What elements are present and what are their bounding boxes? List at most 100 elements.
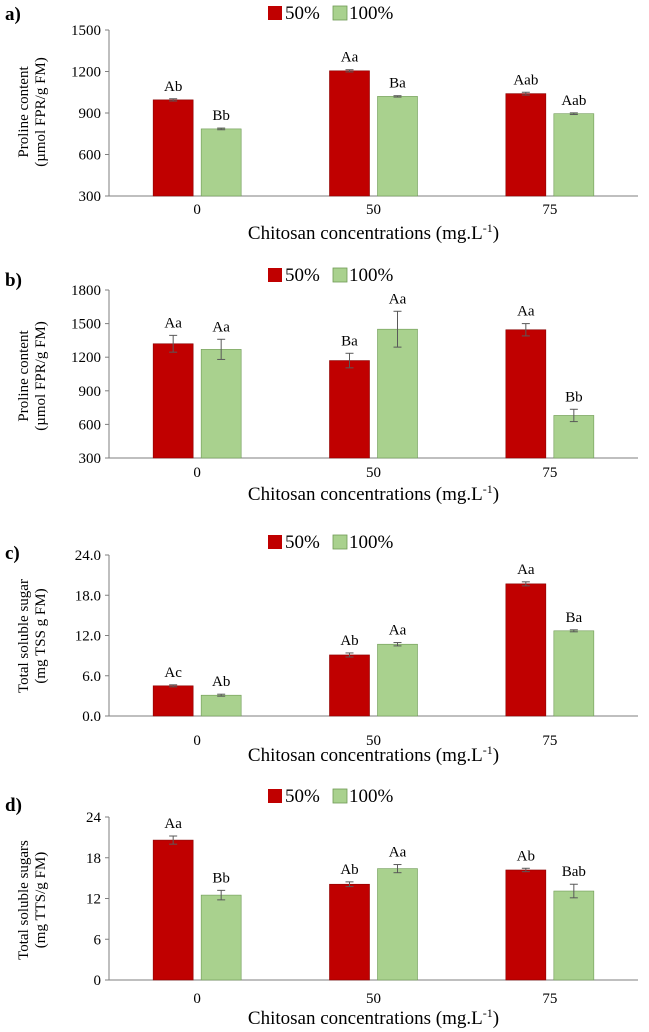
x-axis-title: Chitosan concentrations (mg.L-1): [248, 221, 499, 244]
panel-label: c): [5, 543, 20, 564]
x-tick-label: 75: [542, 202, 557, 218]
y-tick-label: 18.0: [75, 588, 101, 604]
bar-100-75: [553, 113, 595, 197]
legend: 50% 100%: [268, 532, 394, 553]
y-tick-label: 24.0: [75, 548, 101, 564]
legend-swatch-100: [332, 5, 348, 21]
data-label: Ab: [340, 633, 358, 649]
y-axis-title-line1: Proline content: [16, 330, 32, 422]
data-label: Aa: [389, 845, 407, 861]
x-axis-title-end: ): [493, 484, 499, 505]
data-label: Ab: [212, 674, 230, 690]
bar-50-0: [152, 99, 194, 197]
data-label: Bb: [565, 389, 583, 405]
bar-100-0: [200, 349, 242, 459]
legend-swatch-100: [332, 788, 348, 804]
y-tick-label: 1500: [71, 317, 101, 333]
x-axis-title-main: Chitosan concentrations (mg.L: [248, 745, 483, 766]
bar-50-50: [329, 360, 370, 459]
bar-50-75: [505, 583, 547, 717]
y-tick-label: 900: [79, 384, 102, 400]
x-axis-title-main: Chitosan concentrations (mg.L: [248, 223, 483, 244]
x-tick-label: 75: [542, 465, 557, 481]
bar-100-50: [377, 868, 418, 981]
y-axis-title-line1: Total soluble sugars: [16, 840, 32, 960]
y-tick-label: 24: [86, 810, 102, 826]
y-tick-label: 6.0: [82, 669, 101, 685]
y-axis-title: Total soluble sugars(mg TTS/g FM): [16, 840, 49, 960]
x-axis-title-end: ): [493, 1008, 499, 1029]
x-tick-label: 50: [366, 991, 381, 1007]
legend-swatch-100: [332, 534, 348, 550]
bar-100-50: [377, 96, 418, 197]
bar-100-0: [200, 128, 242, 197]
legend-swatch-50: [268, 6, 282, 20]
bar-100-0: [200, 894, 242, 981]
y-axis-title-line1: Proline content: [16, 66, 32, 158]
x-axis-title-sup: -1: [483, 743, 493, 757]
x-axis-title-end: ): [493, 745, 499, 766]
x-axis-title: Chitosan concentrations (mg.L-1): [248, 1006, 499, 1029]
legend: 50% 100%: [268, 786, 394, 807]
bar-100-75: [553, 890, 595, 981]
bar-100-0: [200, 694, 242, 717]
y-tick-label: 12: [86, 892, 101, 908]
y-axis-title-line2: (µmol FPR/g FM): [33, 321, 49, 431]
y-tick-label: 600: [79, 148, 102, 164]
data-label: Ba: [565, 610, 582, 626]
y-tick-label: 300: [79, 451, 102, 467]
bar-100-50: [377, 328, 418, 459]
x-axis-title-main: Chitosan concentrations (mg.L: [248, 484, 483, 505]
legend-label-100: 100%: [349, 532, 394, 553]
legend-label-50: 50%: [285, 3, 320, 24]
data-label: Aa: [164, 315, 182, 331]
y-axis-title: Proline content(µmol FPR/g FM): [16, 321, 49, 431]
legend-swatch-50: [268, 268, 282, 282]
data-label: Ba: [341, 333, 358, 349]
x-axis-title-sup: -1: [483, 482, 493, 496]
data-label: Ba: [389, 76, 406, 92]
y-tick-label: 1200: [71, 65, 101, 81]
data-label: Aa: [517, 562, 535, 578]
data-label: Aab: [561, 93, 586, 109]
y-axis-title: Total soluble sugar(mg TSS g FM): [16, 579, 49, 693]
x-tick-label: 0: [193, 202, 201, 218]
y-tick-label: 18: [86, 851, 101, 867]
y-axis-title-line2: (mg TTS/g FM): [33, 852, 49, 948]
x-axis-title: Chitosan concentrations (mg.L-1): [248, 743, 499, 766]
legend: 50% 100%: [268, 3, 394, 24]
y-tick-label: 0.0: [82, 709, 101, 725]
bar-50-0: [152, 839, 194, 981]
x-axis-title: Chitosan concentrations (mg.L-1): [248, 482, 499, 505]
x-axis-title-sup: -1: [483, 221, 493, 235]
bar-50-50: [329, 883, 370, 981]
x-tick-label: 0: [193, 991, 201, 1007]
y-tick-label: 0: [94, 973, 102, 989]
legend-label-100: 100%: [349, 786, 394, 807]
data-label: Aa: [389, 291, 407, 307]
data-label: Ab: [340, 862, 358, 878]
data-label: Aa: [517, 304, 535, 320]
panel-label: b): [5, 270, 22, 291]
x-tick-label: 50: [366, 465, 381, 481]
x-axis-title-main: Chitosan concentrations (mg.L: [248, 1008, 483, 1029]
chart-panel-3: c) 50% 100% 0.0 6.0 12.0 18.0 24.0 Ac Ab 0 Ab Aa 50 Aa…: [5, 532, 638, 766]
x-tick-label: 50: [366, 202, 381, 218]
data-label: Bb: [212, 870, 230, 886]
bar-100-50: [377, 643, 418, 717]
y-tick-label: 12.0: [75, 629, 101, 645]
y-axis-title-line2: (mg TSS g FM): [33, 588, 49, 683]
x-axis-title-sup: -1: [483, 1006, 493, 1020]
chart-panel-1: a) 50% 100% 300 600 900 1200 1500 Ab Bb 0 Aa Ba 50 Aab…: [5, 3, 638, 244]
data-label: Bb: [212, 108, 230, 124]
bar-50-0: [152, 685, 194, 717]
y-tick-label: 900: [79, 106, 102, 122]
panel-label: a): [5, 4, 21, 25]
bar-50-0: [152, 343, 194, 459]
legend-label-100: 100%: [349, 265, 394, 286]
data-label: Aa: [164, 816, 182, 832]
y-axis-title: Proline content(µmol FPR/g FM): [16, 57, 49, 167]
data-label: Ac: [164, 665, 182, 681]
x-tick-label: 75: [542, 733, 557, 749]
